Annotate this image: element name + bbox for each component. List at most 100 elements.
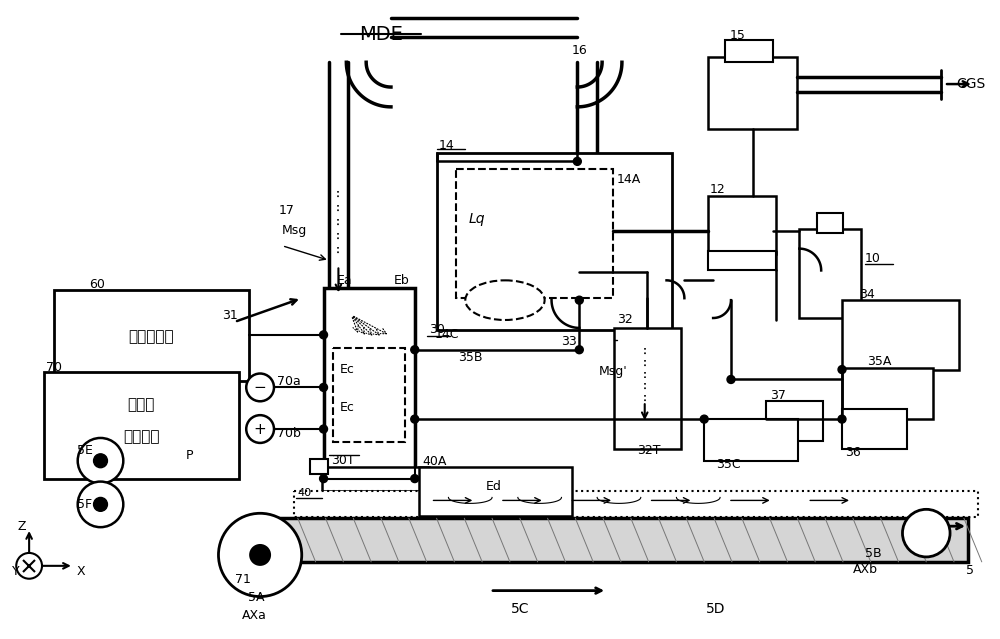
Text: 16: 16 bbox=[571, 44, 587, 57]
Text: 12: 12 bbox=[710, 183, 726, 196]
Circle shape bbox=[16, 553, 42, 579]
FancyBboxPatch shape bbox=[614, 328, 681, 449]
Text: 14C: 14C bbox=[435, 328, 459, 341]
FancyBboxPatch shape bbox=[704, 419, 798, 461]
FancyBboxPatch shape bbox=[437, 153, 672, 330]
Text: 静电场: 静电场 bbox=[127, 397, 155, 412]
Text: 14: 14 bbox=[439, 139, 454, 152]
Text: Ec: Ec bbox=[339, 363, 354, 376]
Circle shape bbox=[94, 454, 107, 468]
Text: 5F: 5F bbox=[77, 498, 92, 511]
Text: CGS: CGS bbox=[956, 77, 985, 91]
Circle shape bbox=[727, 376, 735, 383]
Circle shape bbox=[94, 497, 107, 511]
Text: 5A: 5A bbox=[248, 591, 265, 604]
Circle shape bbox=[320, 383, 328, 391]
FancyBboxPatch shape bbox=[294, 491, 978, 517]
FancyBboxPatch shape bbox=[322, 466, 429, 491]
Circle shape bbox=[78, 438, 123, 484]
Text: AXb: AXb bbox=[853, 564, 878, 576]
Circle shape bbox=[573, 157, 581, 166]
Circle shape bbox=[246, 415, 274, 443]
FancyBboxPatch shape bbox=[842, 300, 959, 369]
FancyBboxPatch shape bbox=[842, 367, 933, 419]
Text: 70: 70 bbox=[46, 361, 62, 374]
FancyBboxPatch shape bbox=[310, 459, 328, 473]
Text: AXa: AXa bbox=[242, 609, 267, 622]
Text: 35B: 35B bbox=[458, 351, 483, 364]
Text: Ed: Ed bbox=[486, 480, 502, 493]
FancyBboxPatch shape bbox=[799, 229, 861, 318]
Circle shape bbox=[575, 296, 583, 304]
Circle shape bbox=[246, 374, 274, 401]
FancyBboxPatch shape bbox=[333, 348, 405, 442]
Text: 70b: 70b bbox=[277, 427, 301, 440]
Text: MDE: MDE bbox=[359, 24, 403, 43]
Text: Y: Y bbox=[12, 566, 20, 578]
Circle shape bbox=[320, 331, 328, 339]
Text: X: X bbox=[77, 566, 85, 578]
Text: Lq: Lq bbox=[468, 212, 485, 226]
FancyBboxPatch shape bbox=[44, 371, 239, 479]
FancyBboxPatch shape bbox=[456, 169, 613, 298]
Text: 35A: 35A bbox=[867, 355, 891, 368]
Text: 40: 40 bbox=[298, 488, 312, 498]
FancyBboxPatch shape bbox=[242, 518, 968, 562]
Circle shape bbox=[838, 415, 846, 423]
Text: 5: 5 bbox=[966, 564, 974, 577]
Text: 10: 10 bbox=[865, 252, 881, 265]
Circle shape bbox=[320, 475, 328, 482]
Circle shape bbox=[320, 425, 328, 433]
Circle shape bbox=[411, 475, 419, 482]
FancyBboxPatch shape bbox=[54, 290, 249, 381]
Text: 5B: 5B bbox=[865, 548, 881, 560]
FancyBboxPatch shape bbox=[842, 409, 907, 449]
Text: 雾带电装置: 雾带电装置 bbox=[128, 329, 174, 344]
Text: Ea: Ea bbox=[336, 274, 352, 287]
Text: Z: Z bbox=[17, 520, 26, 533]
Text: Ec: Ec bbox=[339, 401, 354, 413]
Text: 发生装置: 发生装置 bbox=[123, 429, 159, 445]
Text: 30T: 30T bbox=[331, 454, 355, 467]
Circle shape bbox=[575, 346, 583, 354]
FancyBboxPatch shape bbox=[708, 196, 776, 254]
Text: 15: 15 bbox=[730, 29, 746, 42]
Circle shape bbox=[411, 346, 419, 354]
Text: 31: 31 bbox=[222, 309, 238, 321]
Text: 30: 30 bbox=[429, 323, 445, 336]
FancyBboxPatch shape bbox=[725, 40, 773, 62]
FancyBboxPatch shape bbox=[708, 250, 776, 270]
Ellipse shape bbox=[465, 281, 545, 320]
Text: 5C: 5C bbox=[511, 603, 529, 617]
Text: 40A: 40A bbox=[423, 455, 447, 468]
Circle shape bbox=[838, 366, 846, 374]
Text: 34: 34 bbox=[859, 288, 875, 301]
FancyBboxPatch shape bbox=[419, 466, 572, 516]
Text: 35C: 35C bbox=[716, 458, 741, 471]
Circle shape bbox=[902, 509, 950, 557]
Circle shape bbox=[250, 545, 270, 565]
Text: Msg: Msg bbox=[282, 224, 307, 237]
Text: 36: 36 bbox=[845, 446, 861, 459]
Text: −: − bbox=[254, 380, 266, 395]
Text: 37: 37 bbox=[770, 389, 786, 402]
Text: +: + bbox=[254, 422, 266, 436]
Text: 32T: 32T bbox=[637, 444, 660, 458]
FancyBboxPatch shape bbox=[766, 401, 823, 441]
Text: 33: 33 bbox=[561, 335, 577, 348]
Text: P: P bbox=[186, 449, 193, 462]
Text: 17: 17 bbox=[279, 204, 295, 217]
FancyBboxPatch shape bbox=[324, 288, 415, 486]
FancyBboxPatch shape bbox=[817, 213, 843, 233]
Circle shape bbox=[411, 415, 419, 423]
Text: 32: 32 bbox=[617, 314, 633, 327]
Text: Msg': Msg' bbox=[599, 365, 628, 378]
Text: Eb: Eb bbox=[394, 274, 410, 287]
Text: 70a: 70a bbox=[277, 375, 301, 388]
Text: 14A: 14A bbox=[617, 173, 641, 186]
Text: 71: 71 bbox=[235, 573, 251, 586]
Text: 60: 60 bbox=[90, 278, 105, 291]
FancyBboxPatch shape bbox=[708, 58, 797, 128]
Circle shape bbox=[700, 415, 708, 423]
Circle shape bbox=[218, 513, 302, 597]
